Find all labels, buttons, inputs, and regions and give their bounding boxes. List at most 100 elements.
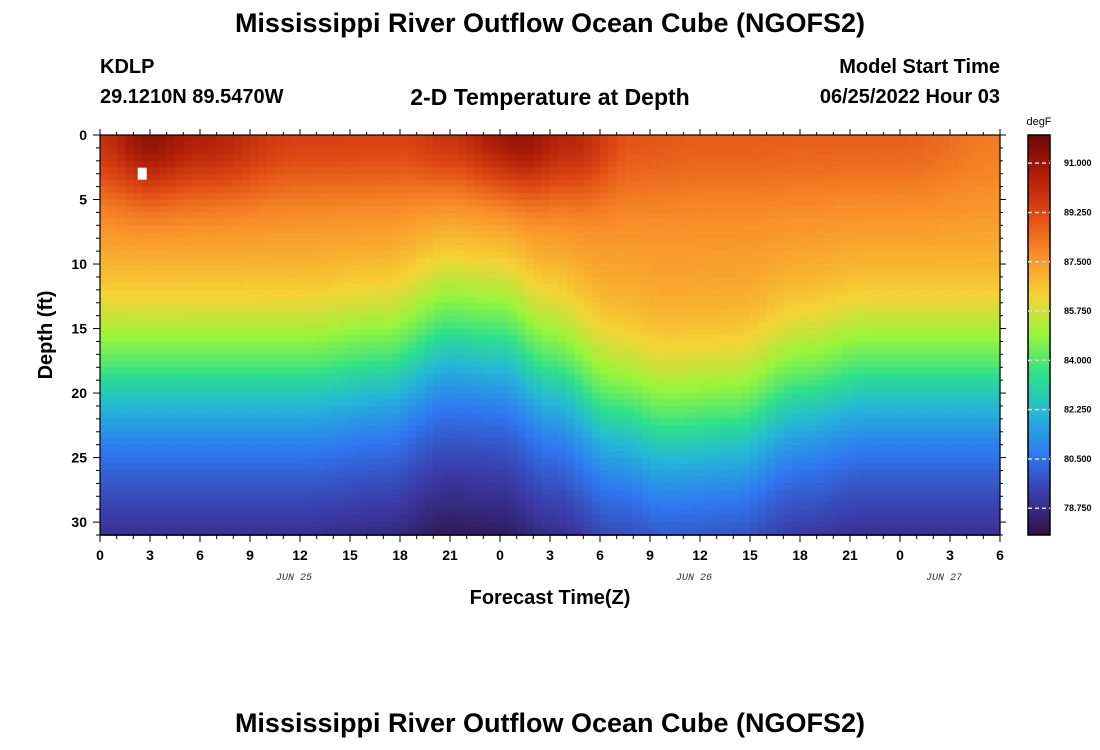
heatmap-cell	[316, 231, 326, 239]
heatmap-cell	[466, 205, 476, 214]
heatmap-cell	[125, 218, 134, 226]
heatmap-cell	[208, 393, 218, 401]
heatmap-cell	[116, 289, 126, 297]
heatmap-cell	[616, 289, 626, 297]
heatmap-cell	[733, 360, 743, 368]
heatmap-cell	[441, 289, 451, 297]
heatmap-cell	[658, 412, 668, 420]
heatmap-cell	[408, 483, 418, 491]
heatmap-cell	[400, 141, 409, 149]
heatmap-cell	[275, 296, 284, 304]
heatmap-cell	[166, 367, 176, 375]
heatmap-cell	[658, 476, 668, 484]
heatmap-cell	[466, 405, 476, 414]
heatmap-cell	[308, 186, 318, 194]
heatmap-cell	[766, 180, 776, 188]
heatmap-cell	[266, 309, 276, 317]
heatmap-cell	[525, 231, 534, 239]
heatmap-cell	[541, 405, 551, 414]
heatmap-cell	[333, 270, 343, 278]
heatmap-cell	[166, 476, 176, 484]
heatmap-cell	[175, 212, 184, 220]
heatmap-cell	[583, 412, 593, 420]
heatmap-cell	[175, 438, 184, 446]
heatmap-cell	[608, 212, 618, 220]
heatmap-cell	[666, 147, 676, 155]
heatmap-cell	[116, 335, 126, 343]
heatmap-cell	[741, 451, 751, 459]
heatmap-cell	[475, 496, 484, 504]
heatmap-cell	[316, 386, 326, 394]
heatmap-cell	[250, 431, 259, 439]
heatmap-cell	[516, 457, 526, 465]
heatmap-cell	[575, 380, 584, 388]
heatmap-cell	[525, 173, 534, 181]
heatmap-cell	[266, 302, 276, 310]
heatmap-cell	[125, 405, 134, 414]
heatmap-cell	[483, 399, 493, 407]
heatmap-cell	[625, 354, 634, 362]
heatmap-cell	[716, 380, 726, 388]
heatmap-cell	[133, 141, 143, 149]
heatmap-cell	[550, 399, 559, 407]
heatmap-cell	[291, 328, 301, 336]
heatmap-cell	[475, 341, 484, 349]
heatmap-cell	[383, 251, 393, 259]
heatmap-cell	[316, 341, 326, 349]
heatmap-cell	[625, 141, 634, 149]
heatmap-cell	[733, 264, 743, 272]
heatmap-cell	[666, 231, 676, 239]
heatmap-cell	[583, 276, 593, 284]
heatmap-cell	[300, 476, 309, 484]
heatmap-cell	[141, 412, 151, 420]
heatmap-cell	[533, 386, 543, 394]
heatmap-cell	[566, 380, 576, 388]
heatmap-cell	[166, 296, 176, 304]
heatmap-cell	[150, 257, 159, 265]
chart-subtitle: 2-D Temperature at Depth	[410, 84, 690, 110]
heatmap-cell	[175, 135, 184, 143]
heatmap-cell	[608, 244, 618, 252]
heatmap-cell	[316, 496, 326, 504]
heatmap-cell	[358, 496, 368, 504]
heatmap-cell	[758, 231, 768, 239]
heatmap-cell	[733, 309, 743, 317]
heatmap-cell	[500, 464, 509, 472]
heatmap-cell	[191, 522, 201, 530]
heatmap-cell	[116, 470, 126, 478]
heatmap-cell	[216, 283, 226, 291]
heatmap-cell	[633, 522, 643, 530]
heatmap-cell	[516, 360, 526, 368]
heatmap-cell	[333, 244, 343, 252]
heatmap-cell	[650, 289, 659, 297]
heatmap-cell	[491, 205, 501, 214]
heatmap-cell	[383, 393, 393, 401]
heatmap-cell	[108, 373, 118, 381]
heatmap-cell	[633, 212, 643, 220]
heatmap-cell	[325, 238, 334, 246]
heatmap-cell	[533, 476, 543, 484]
heatmap-cell	[225, 438, 234, 446]
heatmap-cell	[525, 135, 534, 143]
heatmap-cell	[741, 399, 751, 407]
heatmap-cell	[450, 296, 459, 304]
heatmap-cell	[116, 399, 126, 407]
heatmap-cell	[683, 360, 693, 368]
heatmap-cell	[750, 322, 759, 330]
heatmap-cell	[325, 386, 334, 394]
heatmap-cell	[100, 167, 109, 175]
heatmap-cell	[566, 270, 576, 278]
heatmap-cell	[525, 489, 534, 497]
heatmap-cell	[141, 373, 151, 381]
heatmap-cell	[308, 528, 318, 536]
heatmap-cell	[675, 264, 684, 272]
heatmap-cell	[175, 154, 184, 162]
heatmap-cell	[200, 386, 209, 394]
heatmap-cell	[358, 167, 368, 175]
heatmap-cell	[225, 399, 234, 407]
heatmap-cell	[283, 405, 293, 414]
heatmap-cell	[225, 509, 234, 517]
heatmap-cell	[683, 205, 693, 214]
heatmap-cell	[433, 212, 443, 220]
heatmap-cell	[191, 218, 201, 226]
